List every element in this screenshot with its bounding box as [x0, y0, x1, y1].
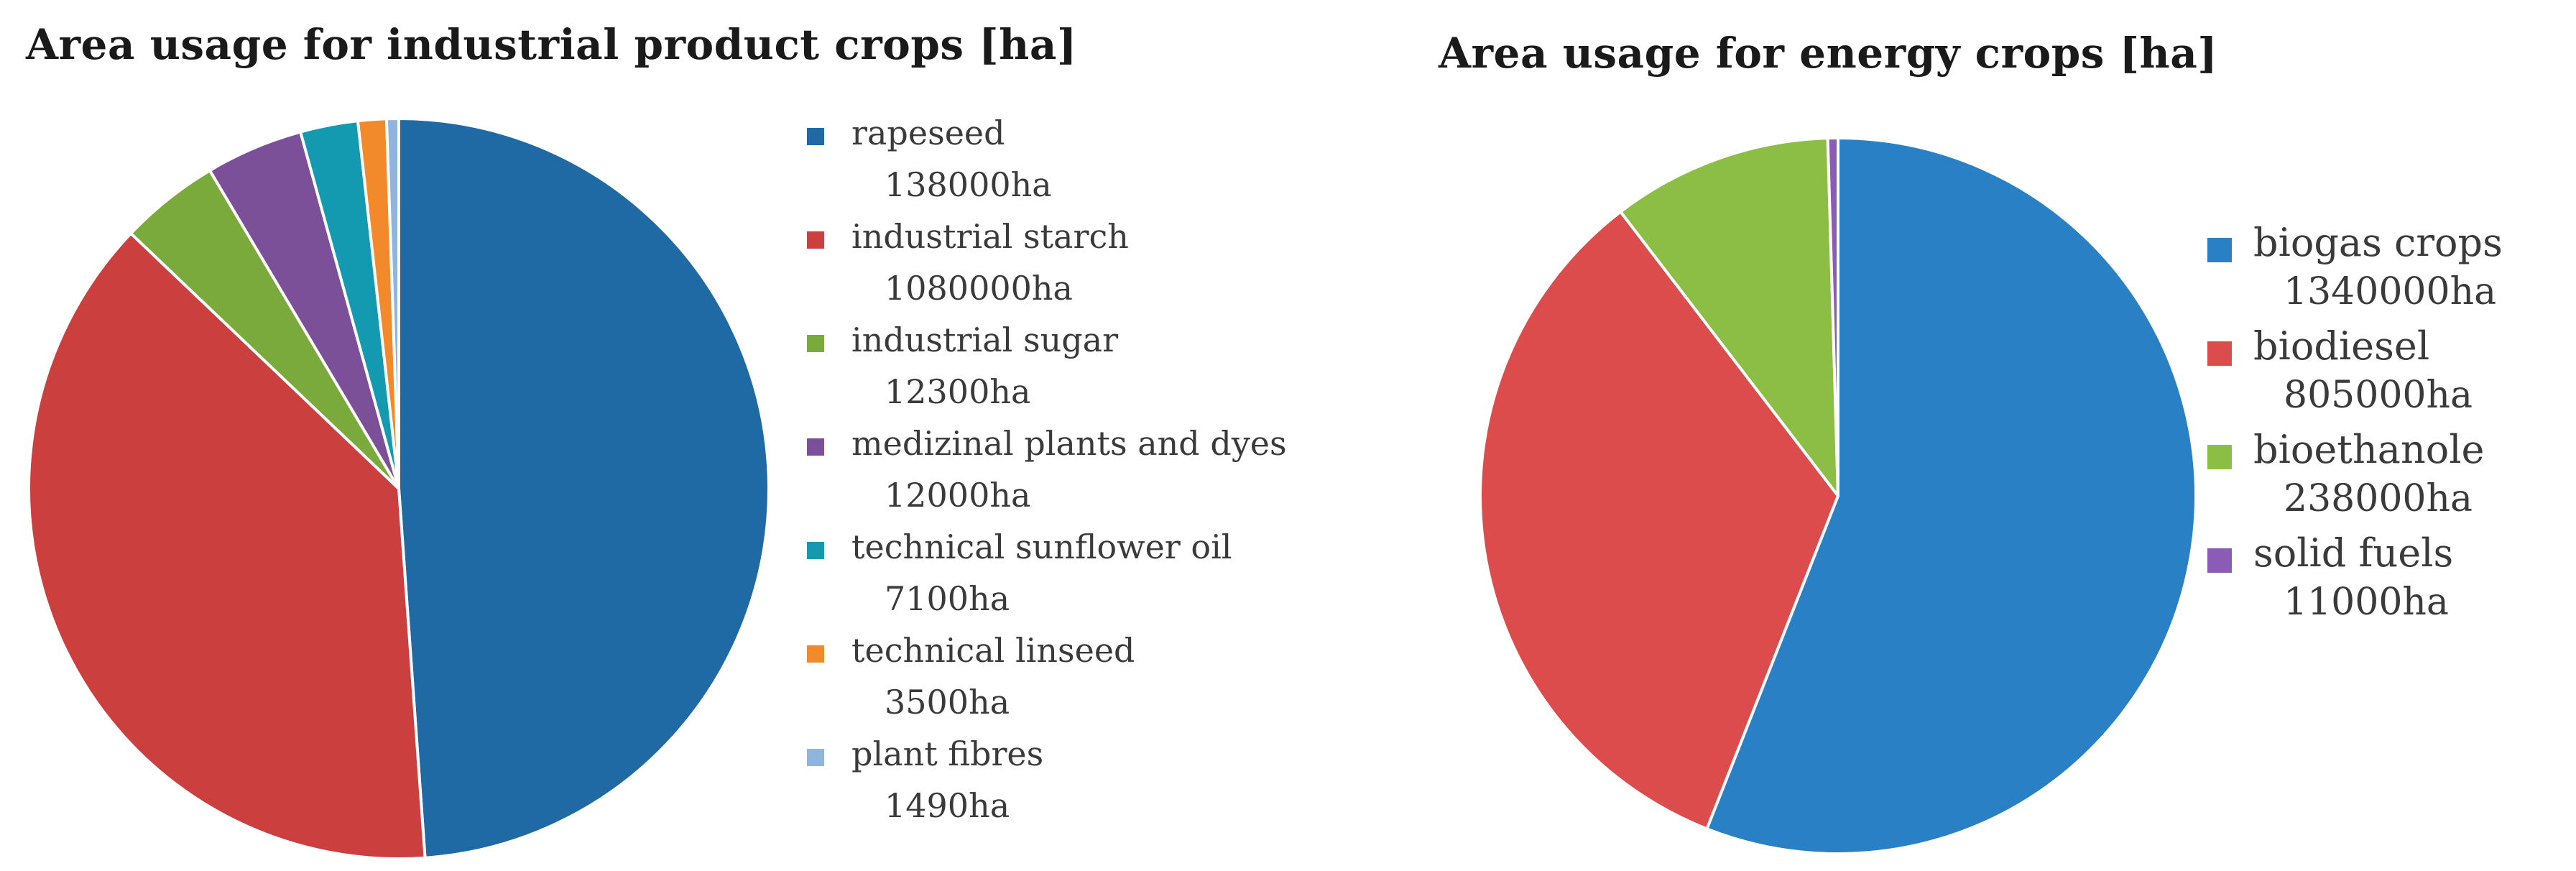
pie-slice-biogas-crops — [1705, 137, 2197, 855]
legend-value: 1080000ha — [885, 269, 1073, 308]
legend-item-bioethanole: bioethanole 238000ha — [2207, 427, 2567, 530]
chart-title: Area usage for energy crops [ha] — [1439, 29, 2218, 78]
legend-label: bioethanole — [2253, 427, 2485, 472]
legend-value: 11000ha — [2284, 581, 2449, 624]
legend-item-solid-fuels: solid fuels 11000ha — [2207, 530, 2567, 634]
legend-swatch — [2207, 238, 2232, 262]
legend-value: 7100ha — [885, 579, 1010, 618]
legend-value: 238000ha — [2284, 477, 2473, 520]
legend-value: 12300ha — [885, 372, 1031, 411]
energy-crops-pie — [1479, 137, 2197, 855]
legend-swatch — [807, 231, 824, 249]
pie-slice-rapeseed — [397, 117, 771, 860]
pie-slice-bioethanole — [1619, 137, 1839, 497]
legend-value: 3500ha — [885, 683, 1010, 722]
pie-slice-solid-fuels — [1826, 137, 1839, 497]
legend-swatch — [2207, 445, 2232, 469]
legend-label: technical sunflower oil — [851, 527, 1232, 566]
legend-value: 1490ha — [885, 786, 1010, 825]
industrial-crops-chart: Area usage for industrial product crops … — [26, 20, 1324, 860]
industrial-crops-pie — [27, 116, 771, 860]
industrial-crops-legend: rapeseed 138000ha industrial starch 1080000… — [807, 114, 1324, 838]
legend-item-technical-sunflower-oil: technical sunflower oil 7100ha — [807, 527, 1324, 631]
legend-label: solid fuels — [2253, 530, 2454, 576]
legend-item-rapeseed: rapeseed 138000ha — [807, 114, 1324, 217]
legend-swatch — [2207, 341, 2232, 366]
legend-label: biogas crops — [2253, 220, 2503, 265]
legend-value: 1340000ha — [2284, 270, 2497, 313]
legend-label: rapeseed — [851, 114, 1005, 152]
legend-swatch — [807, 749, 824, 766]
legend-label: plant fibres — [851, 734, 1044, 773]
legend-item-industrial-sugar: industrial sugar 12300ha — [807, 321, 1324, 424]
energy-crops-legend: biogas crops 1340000ha biodiesel 805000ha bi… — [2207, 220, 2567, 634]
legend-swatch — [2207, 548, 2232, 573]
pie-slice-industrial-starch — [27, 231, 427, 860]
legend-item-biodiesel: biodiesel 805000ha — [2207, 323, 2567, 427]
chart-title: Area usage for industrial product crops … — [26, 20, 1077, 69]
legend-value: 805000ha — [2284, 374, 2473, 417]
legend-item-plant-fibres: plant fibres 1490ha — [807, 734, 1324, 838]
legend-label: biodiesel — [2253, 323, 2430, 369]
pie-slice-plant-fibres — [384, 116, 400, 490]
legend-label: technical linseed — [851, 631, 1135, 670]
legend-value: 12000ha — [885, 476, 1031, 515]
legend-swatch — [807, 438, 824, 456]
legend-value: 138000ha — [885, 165, 1052, 204]
legend-item-biogas-crops: biogas crops 1340000ha — [2207, 220, 2567, 323]
legend-label: industrial sugar — [851, 321, 1119, 359]
legend-swatch — [807, 335, 824, 352]
legend-swatch — [807, 128, 824, 145]
legend-swatch — [807, 645, 824, 663]
energy-crops-chart: Area usage for energy crops [ha] biogas … — [1430, 0, 2576, 868]
legend-item-technical-linseed: technical linseed 3500ha — [807, 631, 1324, 734]
legend-swatch — [807, 542, 824, 559]
legend-item-industrial-starch: industrial starch 1080000ha — [807, 217, 1324, 321]
legend-label: medizinal plants and dyes — [851, 424, 1287, 463]
legend-item-medizinal-plants-and-dyes: medizinal plants and dyes 12000ha — [807, 424, 1324, 527]
pie-slice-biodiesel — [1479, 210, 1839, 831]
legend-label: industrial starch — [851, 217, 1129, 256]
